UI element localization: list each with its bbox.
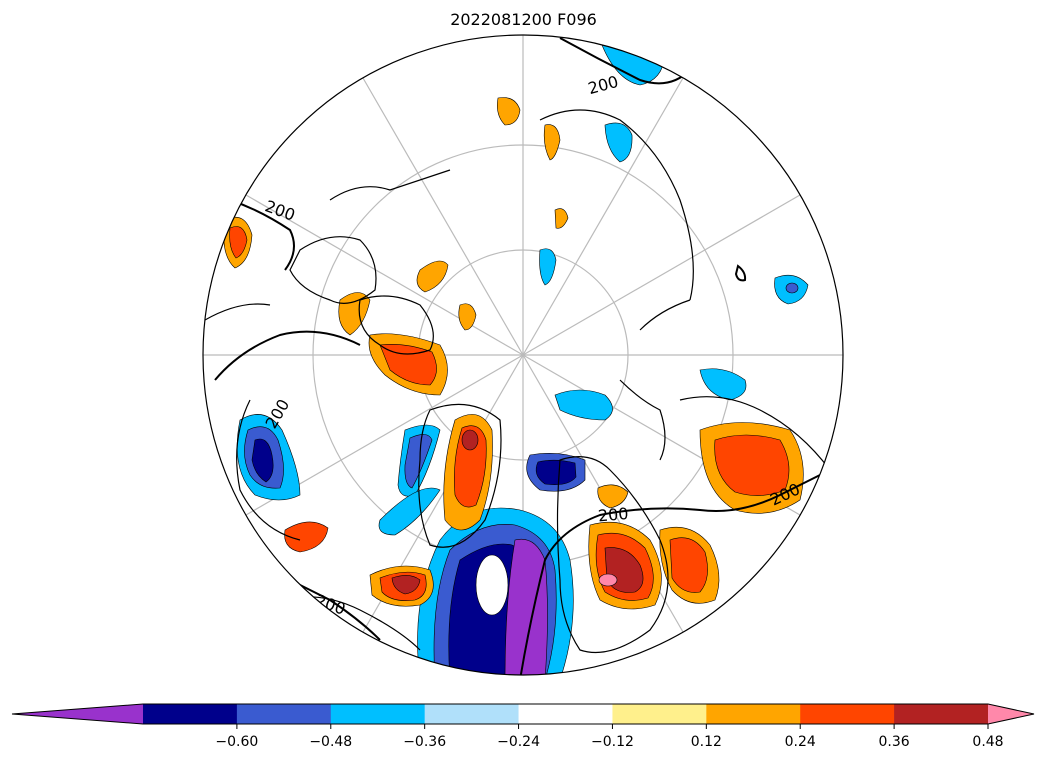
colorbar-segment — [894, 704, 989, 724]
anomaly-fills — [223, 36, 809, 675]
colorbar-segment — [330, 704, 426, 724]
colorbar-extend-high — [988, 704, 1034, 724]
colorbar-outline — [11, 703, 1035, 725]
map-boundary — [202, 34, 844, 676]
colorbar-tick-label: 0.12 — [691, 734, 722, 750]
colorbar-extend-low — [12, 704, 143, 724]
coastlines — [204, 109, 831, 654]
colorbar-tick-label: 0.36 — [879, 734, 910, 750]
colorbar-segment — [424, 704, 520, 724]
colorbar-segment — [800, 704, 895, 724]
colorbar-segment — [612, 704, 707, 724]
polar-map: 200 200 200 200 200 200 — [202, 34, 844, 676]
colorbar-segment — [143, 704, 238, 724]
plot-title: 2022081200 F096 — [450, 10, 597, 29]
colorbar-tick-label: −0.60 — [215, 734, 258, 750]
colorbar-tick-label: −0.24 — [497, 734, 540, 750]
colorbar-segment — [706, 704, 801, 724]
colorbar-ticks: −0.60 −0.48 −0.36 −0.24 −0.12 0.12 0.24 0.36 0.4… — [215, 724, 1004, 750]
contour-label: 200 — [597, 504, 629, 526]
colorbar-segments — [11, 703, 1035, 725]
colorbar-tick-label: −0.12 — [591, 734, 634, 750]
colorbar-segment — [236, 704, 332, 724]
colorbar-tick-label: 0.24 — [785, 734, 816, 750]
colorbar-tick-label: −0.36 — [403, 734, 446, 750]
colorbar-tick-label: 0.48 — [972, 734, 1003, 750]
colorbar: −0.60 −0.48 −0.36 −0.24 −0.12 0.12 0.24 0.36 0.4… — [11, 703, 1035, 750]
colorbar-tick-label: −0.48 — [309, 734, 352, 750]
colorbar-segment — [518, 704, 613, 724]
